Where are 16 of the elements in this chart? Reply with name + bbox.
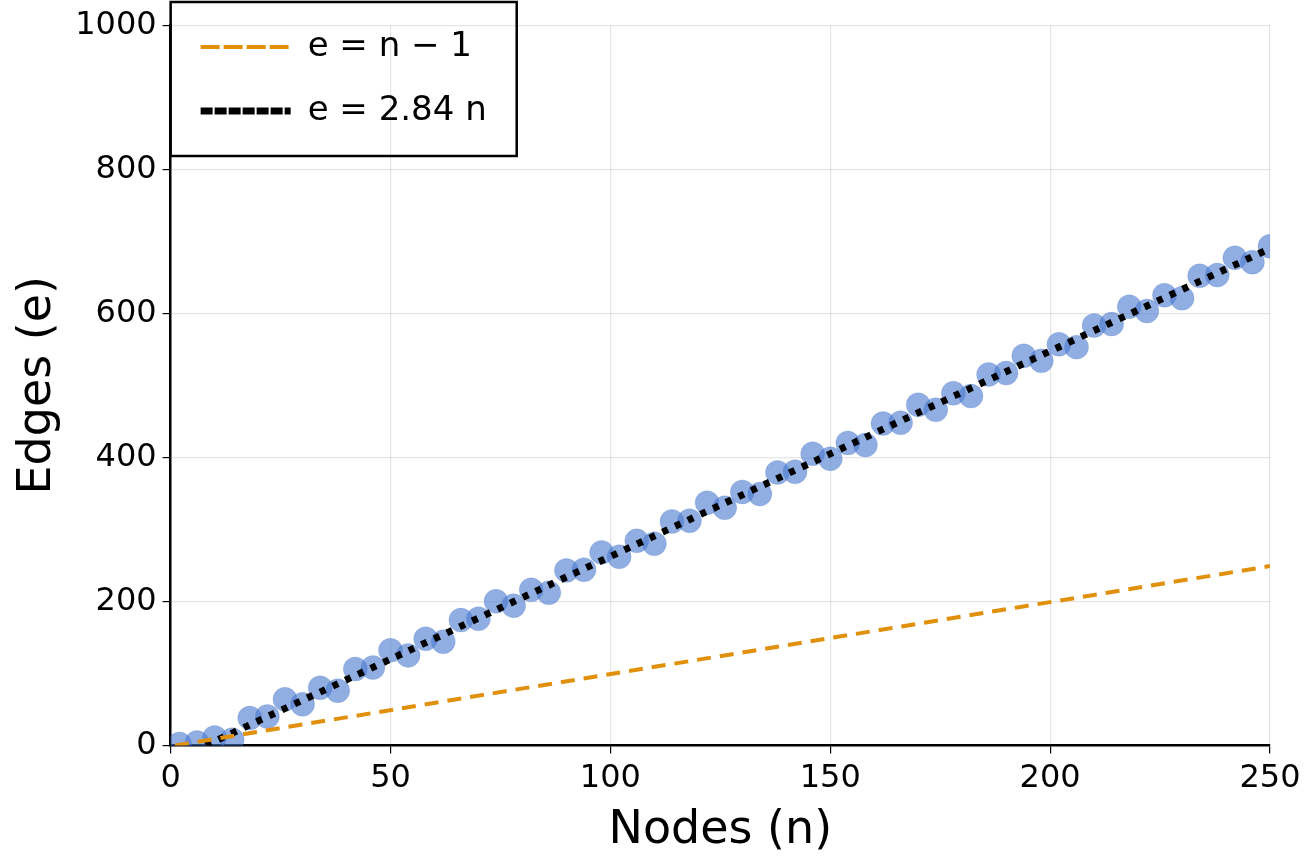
x-tick-label: 50: [370, 756, 411, 795]
y-tick-label: 1000: [75, 3, 157, 42]
y-tick-label: 800: [95, 147, 157, 186]
x-axis-title: Nodes (n): [608, 800, 833, 855]
x-tick-label: 100: [579, 756, 641, 795]
x-tick-label: 0: [160, 756, 181, 795]
x-tick-label: 200: [1019, 756, 1081, 795]
y-tick-label: 0: [136, 723, 157, 762]
y-tick-label: 400: [95, 435, 157, 474]
x-tick-label: 250: [1239, 756, 1301, 795]
x-tick-label: 150: [799, 756, 861, 795]
legend-label: e = n − 1: [307, 23, 472, 64]
y-tick-label: 600: [95, 291, 157, 330]
y-axis-title: Edges (e): [6, 276, 61, 495]
y-tick-label: 200: [95, 579, 157, 618]
legend-label: e = 2.84 n: [307, 87, 487, 128]
